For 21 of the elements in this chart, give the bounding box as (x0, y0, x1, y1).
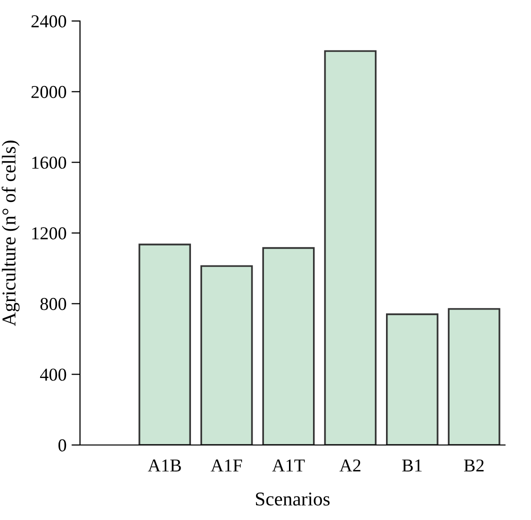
bar (448, 308, 500, 445)
bar (386, 313, 438, 445)
x-tick-label: B2 (464, 459, 484, 472)
bar (262, 247, 315, 445)
x-tick-label: A1F (210, 460, 242, 472)
bar (200, 265, 253, 445)
y-tick-label: 0 (58, 439, 66, 452)
y-tick-label: 1600 (32, 156, 66, 169)
y-tick-label: 1200 (32, 227, 66, 240)
y-tick-label: 2000 (31, 86, 66, 98)
y-tick-label: 2400 (31, 15, 66, 28)
x-tick-label: A1B (148, 460, 181, 472)
x-tick-label: B1 (402, 460, 422, 472)
x-tick-label: A2 (339, 459, 360, 472)
y-tick-label: 400 (40, 368, 66, 381)
y-axis-title: Agriculture (n° of cells) (2, 140, 20, 326)
y-tick-label: 800 (40, 298, 66, 310)
x-axis-title: Scenarios (256, 492, 330, 506)
bar (324, 50, 377, 445)
x-tick-label: A1T (272, 460, 305, 472)
bar (138, 244, 191, 445)
